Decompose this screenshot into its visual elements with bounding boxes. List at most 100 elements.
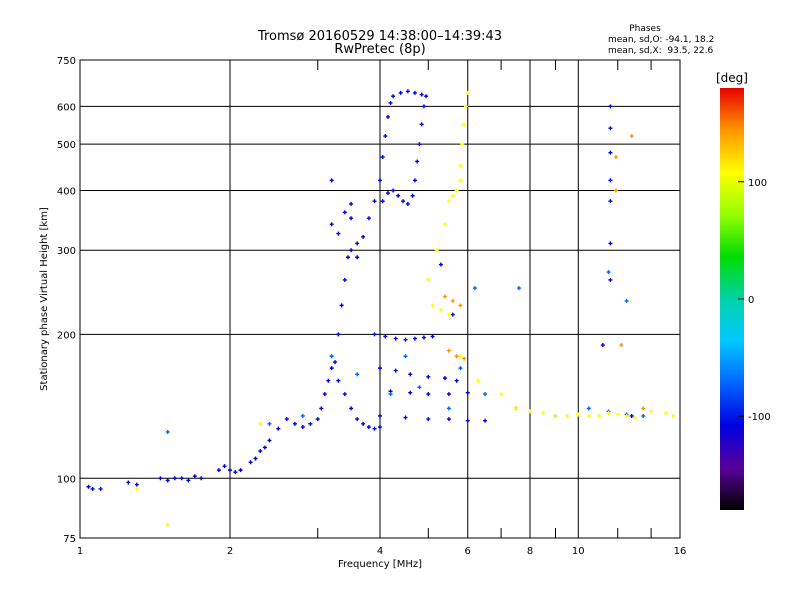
data-point [446,199,451,204]
data-point [528,409,532,414]
data-point [345,255,350,260]
x-tick-label: 2 [227,546,233,557]
data-point [460,142,465,147]
data-point [192,474,197,479]
data-point [98,486,103,491]
y-axis-label: Stationary phase Virtual Height [km] [39,207,50,391]
data-point [349,406,354,411]
data-point [641,413,646,418]
data-point [476,378,481,383]
data-point [380,155,385,160]
data-point [417,142,422,147]
data-point [633,415,638,420]
data-point [199,476,204,481]
data-point [322,392,327,397]
data-point [438,307,443,312]
data-point [619,343,624,348]
data-point [576,412,581,417]
data-point [267,421,272,426]
data-point [300,425,305,430]
data-point [126,480,131,485]
data-point [608,199,613,204]
data-point [378,178,382,183]
data-point [664,410,669,415]
data-point [403,354,408,359]
data-point [454,354,459,359]
data-point [349,216,354,221]
data-point [315,417,320,422]
data-point [378,425,382,430]
data-point [499,392,504,397]
data-point [355,241,360,246]
data-point [462,356,467,361]
data-point [624,298,629,303]
data-point [615,412,620,417]
data-point [446,417,451,422]
y-tick-label: 300 [57,246,76,257]
data-point [450,312,455,317]
data-point [300,413,305,418]
data-point [426,392,431,397]
x-tick-label: 10 [572,546,585,557]
data-point [421,104,426,109]
data-point [606,410,611,415]
data-point [383,134,388,139]
data-point [284,417,289,422]
data-point [258,449,263,454]
data-point [608,277,613,282]
data-point [398,90,403,95]
x-tick-labels: 1 2 4 6 8 10 16 [77,546,687,557]
phase-stats-o-mode: mean, sd,O: -94.1, 18.2 [608,35,714,45]
data-point [393,336,398,341]
data-point [326,378,331,383]
data-point [434,248,439,253]
data-point [446,406,451,411]
data-point [342,392,347,397]
data-point [465,418,470,423]
data-point [450,193,455,198]
data-point [408,390,413,395]
data-point [380,199,385,204]
data-point [292,421,297,426]
colorbar-tick-label: 100 [748,178,767,189]
data-point [179,476,184,481]
data-point [412,336,417,341]
data-point [516,286,521,291]
data-point [355,255,360,260]
data-point [329,178,334,183]
data-point [405,201,410,206]
data-point [415,159,420,164]
data-point [608,126,613,131]
data-point [442,376,447,381]
data-point [165,478,170,483]
data-point [342,277,347,282]
data-point [248,460,253,465]
data-point [319,406,324,411]
data-point [649,409,654,414]
data-point [222,464,227,469]
y-tick-label: 200 [57,330,76,341]
x-tick-label: 6 [465,546,471,557]
data-point [421,335,426,340]
data-point [308,421,313,426]
data-point [134,482,139,487]
data-point [378,413,382,418]
data-point [388,100,393,105]
plot-frame [79,59,681,539]
data-point [349,201,354,206]
data-point [419,92,424,97]
data-point [405,89,410,94]
data-point [388,392,393,397]
data-point [446,348,451,353]
scatter-points [86,89,676,527]
data-point [426,277,431,282]
data-point [465,90,470,95]
data-point [342,210,347,215]
data-point [228,468,232,473]
data-point [541,410,546,415]
data-point [372,332,377,337]
data-point [158,476,163,481]
x-axis-label: Frequency [MHz] [338,559,422,570]
data-point [385,191,390,196]
data-point [372,426,377,431]
